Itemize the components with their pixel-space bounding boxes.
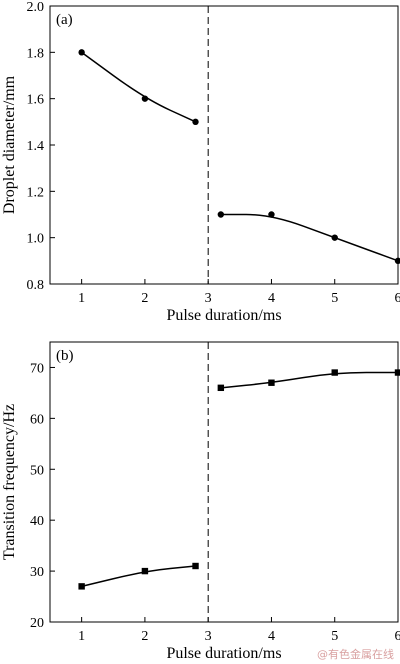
y-axis-label: Transition frequency/Hz <box>1 404 18 560</box>
y-tick-label: 1.4 <box>27 139 45 154</box>
data-point-circle <box>268 211 275 218</box>
chart-panel-1: 1 2 3 4 5 6 0.8 1.0 1.2 1.4 1.6 1.8 2.0 Pulse duratio… <box>1 0 400 324</box>
x-tick-label: 6 <box>395 629 400 644</box>
data-point-square <box>192 562 199 570</box>
watermark-text: @有色金属在线 <box>317 648 394 661</box>
y-tick-label: 0.8 <box>27 278 45 293</box>
x-tick-label: 3 <box>205 291 212 306</box>
y-tick-label: 20 <box>30 616 44 631</box>
y-tick-label: 40 <box>30 514 44 529</box>
x-tick-label: 4 <box>268 629 275 644</box>
x-tick-label: 5 <box>331 629 338 644</box>
data-point-square <box>394 369 400 376</box>
y-tick-label: 1.0 <box>27 232 45 247</box>
y-tick-label: 1.6 <box>27 93 45 108</box>
data-point-circle <box>394 257 400 265</box>
data-point-square <box>217 384 225 392</box>
y-tick-label: 1.8 <box>27 46 45 61</box>
series-line-2 <box>220 213 399 262</box>
data-point-circle <box>192 118 199 126</box>
y-tick-label: 70 <box>30 361 44 376</box>
chart-panel-2: 1 2 3 4 5 6 20 30 40 50 60 70 Pulse duration/ms Trans… <box>1 341 400 662</box>
x-tick-label: 2 <box>141 291 148 306</box>
data-point-circle <box>217 211 225 218</box>
data-point-square <box>78 583 85 590</box>
x-tick-label: 1 <box>78 291 85 306</box>
y-tick-label: 60 <box>30 412 44 427</box>
x-tick-label: 3 <box>205 629 212 644</box>
data-point-square <box>268 379 275 386</box>
y-tick-label: 1.2 <box>27 185 45 200</box>
x-axis-label: Pulse duration/ms <box>166 645 281 662</box>
data-point-circle <box>331 234 338 241</box>
data-point-square <box>141 567 149 575</box>
x-tick-label: 2 <box>141 629 148 644</box>
x-tick-label: 6 <box>395 291 400 306</box>
y-tick-label: 30 <box>30 565 44 580</box>
panel-label: (a) <box>56 12 73 28</box>
x-tick-label: 1 <box>78 629 85 644</box>
data-point-circle <box>141 95 149 102</box>
series-line-1 <box>81 565 196 588</box>
data-point-circle <box>78 49 85 56</box>
panel-label: (b) <box>56 348 74 364</box>
series-line-2 <box>220 371 398 389</box>
plot-frame <box>49 341 399 623</box>
y-tick-label: 2.0 <box>27 0 45 15</box>
data-point-square <box>331 369 338 376</box>
y-tick-label: 50 <box>30 463 44 478</box>
x-tick-label: 5 <box>331 291 338 306</box>
x-axis-label: Pulse duration/ms <box>166 307 281 324</box>
series-line-1 <box>81 51 196 123</box>
y-axis-label: Droplet diameter/mm <box>1 75 18 214</box>
x-tick-label: 4 <box>268 291 275 306</box>
